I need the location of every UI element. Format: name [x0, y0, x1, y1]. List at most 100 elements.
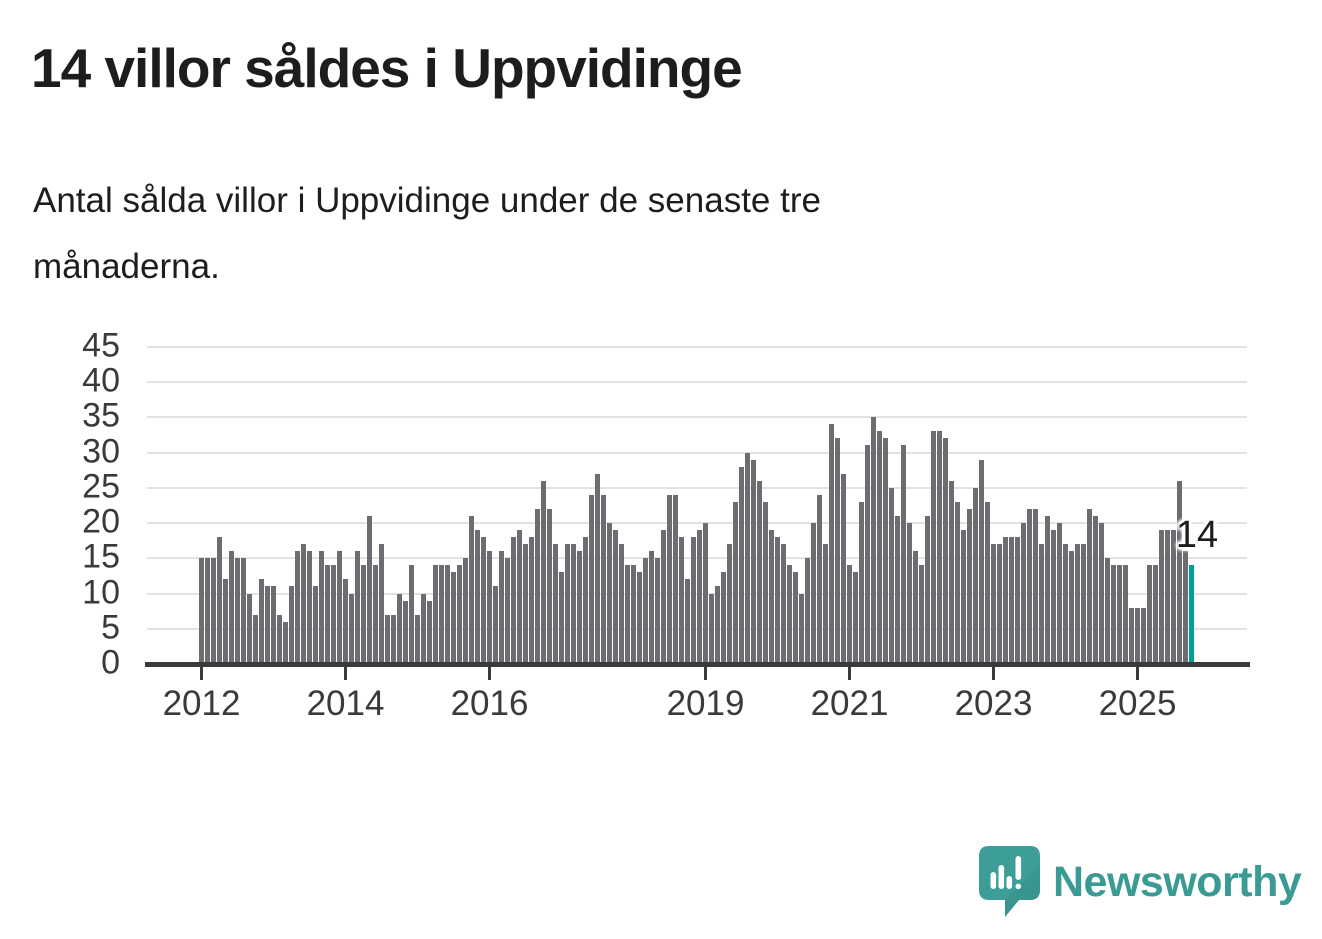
bar: [853, 572, 858, 664]
bar: [247, 593, 252, 664]
bar: [379, 544, 384, 664]
bar: [811, 523, 816, 664]
bar: [433, 565, 438, 664]
x-tick-label: 2021: [810, 684, 889, 723]
bar: [223, 579, 228, 664]
bar: [739, 466, 744, 664]
x-tick-label: 2014: [306, 684, 385, 723]
bar: [313, 586, 318, 664]
bar: [367, 515, 372, 664]
gridline: [147, 451, 1247, 454]
bar: [217, 537, 222, 664]
bar: [277, 614, 282, 664]
x-tick-label: 2023: [954, 684, 1033, 723]
bar: [1135, 607, 1140, 664]
bar: [385, 614, 390, 664]
bar: [355, 551, 360, 664]
bar: [535, 508, 540, 664]
bar: [319, 551, 324, 664]
bar: [619, 544, 624, 664]
newsworthy-speech-bubble-chart-icon: [979, 846, 1040, 917]
bar: [1051, 530, 1056, 664]
bar: [613, 530, 618, 664]
brand-wordmark: Newsworthy: [1053, 858, 1302, 906]
y-tick-label: 40: [82, 361, 120, 400]
bar: [1081, 544, 1086, 664]
bar: [673, 494, 678, 664]
page-title: 14 villor såldes i Uppvidinge: [31, 37, 743, 99]
x-tick-label: 2016: [450, 684, 529, 723]
bar: [829, 424, 834, 664]
gridline: [147, 486, 1247, 489]
bar: [241, 558, 246, 664]
bar: [889, 487, 894, 664]
bar: [685, 579, 690, 664]
y-tick-label: 25: [82, 467, 120, 506]
bar: [493, 586, 498, 664]
x-tick-label: 2019: [666, 684, 745, 723]
bar: [943, 438, 948, 664]
bar: [703, 523, 708, 664]
brand-logo: Newsworthy: [978, 845, 1302, 919]
bar: [361, 565, 366, 664]
bar: [1183, 551, 1188, 664]
bar: [793, 572, 798, 664]
y-tick-label: 45: [82, 326, 120, 365]
bar: [391, 614, 396, 664]
bar: [541, 480, 546, 664]
bar: [457, 565, 462, 664]
bar: [787, 565, 792, 664]
y-tick-label: 10: [82, 573, 120, 612]
bar: [973, 487, 978, 664]
bar: [715, 586, 720, 664]
bar: [283, 621, 288, 664]
bar: [565, 544, 570, 664]
bar: [985, 501, 990, 664]
bar: [529, 537, 534, 664]
bar: [799, 593, 804, 664]
bar: [487, 551, 492, 664]
bar: [733, 501, 738, 664]
bar: [505, 558, 510, 664]
y-tick-label: 15: [82, 537, 120, 576]
bar: [337, 551, 342, 664]
bar: [901, 445, 906, 664]
bar: [1045, 515, 1050, 664]
bar: [1165, 530, 1170, 664]
bar: [1099, 523, 1104, 664]
bar: [271, 586, 276, 664]
bar: [805, 558, 810, 664]
bar: [781, 544, 786, 664]
bar: [1075, 544, 1080, 664]
bar: [721, 572, 726, 664]
x-tick-label: 2025: [1098, 684, 1177, 723]
y-tick-label: 20: [82, 502, 120, 541]
bar: [559, 572, 564, 664]
bar: [757, 480, 762, 664]
bar: [775, 537, 780, 664]
bar: [949, 480, 954, 664]
bar: [1003, 537, 1008, 664]
bar: [1153, 565, 1158, 664]
x-tick-mark: [200, 667, 203, 680]
bar: [289, 586, 294, 664]
gridline: [147, 416, 1247, 419]
x-tick-mark: [488, 667, 491, 680]
bar: [583, 537, 588, 664]
bar: [967, 508, 972, 664]
bar: [895, 515, 900, 664]
bar: [991, 544, 996, 664]
bar: [1123, 565, 1128, 664]
gridline: [147, 522, 1247, 524]
bar: [439, 565, 444, 664]
bar: [625, 565, 630, 664]
bar: [547, 508, 552, 664]
bar: [523, 544, 528, 664]
bar: [1021, 523, 1026, 664]
bar: [841, 473, 846, 664]
bar: [649, 551, 654, 664]
x-tick-mark: [344, 667, 347, 680]
bar: [373, 565, 378, 664]
bar: [877, 431, 882, 664]
